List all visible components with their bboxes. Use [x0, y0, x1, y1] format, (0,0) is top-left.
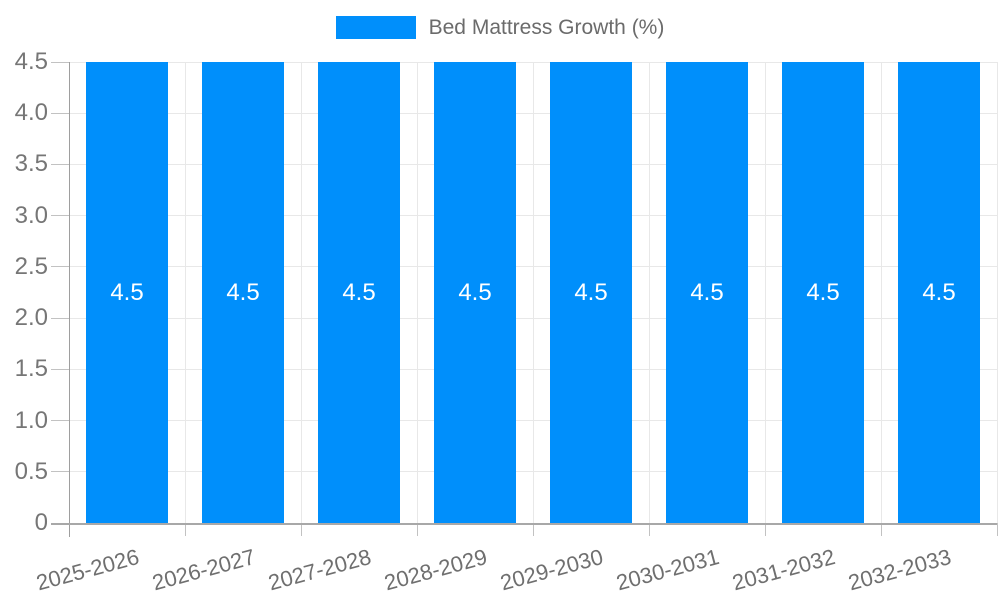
y-axis-tick-label: 2.5: [14, 252, 48, 280]
y-tick-mark: [51, 112, 69, 114]
x-tick-mark: [764, 523, 766, 536]
x-axis-line: [51, 522, 997, 525]
gridline-vertical: [532, 62, 534, 523]
bar[interactable]: [666, 62, 748, 523]
x-tick-mark: [996, 523, 998, 536]
y-axis-tick-label: 4.5: [14, 48, 48, 75]
bar-data-label: 4.5: [690, 278, 724, 306]
x-axis-category-label: 2028-2029: [381, 544, 490, 596]
legend-label: Bed Mattress Growth (%): [428, 16, 665, 39]
x-tick-mark: [648, 523, 650, 536]
x-axis-category-label: 2030-2031: [613, 544, 722, 596]
bar-data-label: 4.5: [110, 278, 144, 306]
bar[interactable]: [202, 62, 284, 523]
bar[interactable]: [318, 62, 400, 523]
bar-data-label: 4.5: [574, 278, 608, 306]
y-tick-mark: [51, 163, 69, 165]
y-axis-tick-label: 0: [34, 509, 48, 536]
gridline-vertical: [996, 62, 998, 523]
gridline-vertical: [764, 62, 766, 523]
legend-item[interactable]: Bed Mattress Growth (%): [335, 16, 665, 39]
x-tick-mark: [880, 523, 882, 536]
y-tick-mark: [51, 368, 69, 370]
x-tick-mark: [184, 523, 186, 536]
bar[interactable]: [86, 62, 168, 523]
bar[interactable]: [434, 62, 516, 523]
legend: Bed Mattress Growth (%): [0, 16, 1000, 39]
bar[interactable]: [898, 62, 980, 523]
y-axis-line: [68, 62, 70, 537]
bar-data-label: 4.5: [458, 278, 492, 306]
y-tick-mark: [51, 420, 69, 422]
y-axis-tick-label: 3.0: [14, 201, 48, 229]
y-axis-tick-label: 1.0: [14, 406, 48, 434]
gridline-vertical: [184, 62, 186, 523]
bar-data-label: 4.5: [922, 278, 956, 306]
bar[interactable]: [550, 62, 632, 523]
y-axis-tick-label: 1.5: [14, 355, 48, 383]
gridline-vertical: [880, 62, 882, 523]
x-tick-mark: [416, 523, 418, 536]
y-tick-mark: [51, 317, 69, 319]
y-axis-tick-label: 4.0: [14, 99, 48, 127]
y-tick-mark: [51, 61, 69, 63]
gridline-vertical: [300, 62, 302, 523]
legend-swatch: [335, 16, 416, 39]
gridline-vertical: [416, 62, 418, 523]
x-axis-category-label: 2031-2032: [729, 544, 838, 596]
y-tick-mark: [51, 266, 69, 268]
x-tick-mark: [300, 523, 302, 536]
bar-data-label: 4.5: [342, 278, 376, 306]
y-axis-tick-label: 3.5: [14, 150, 48, 178]
y-axis-tick-label: 2.0: [14, 304, 48, 332]
y-tick-mark: [51, 471, 69, 473]
x-axis-category-label: 2026-2027: [149, 544, 258, 596]
x-axis-category-label: 2032-2033: [845, 544, 954, 596]
x-axis-category-label: 2029-2030: [497, 544, 606, 596]
x-tick-mark: [532, 523, 534, 536]
y-tick-mark: [51, 215, 69, 217]
bar-data-label: 4.5: [226, 278, 260, 306]
bar-data-label: 4.5: [806, 278, 840, 306]
y-axis-tick-label: 0.5: [14, 457, 48, 485]
bar[interactable]: [782, 62, 864, 523]
gridline-vertical: [648, 62, 650, 523]
x-axis-category-label: 2027-2028: [265, 544, 374, 596]
x-axis-category-label: 2025-2026: [33, 544, 142, 596]
